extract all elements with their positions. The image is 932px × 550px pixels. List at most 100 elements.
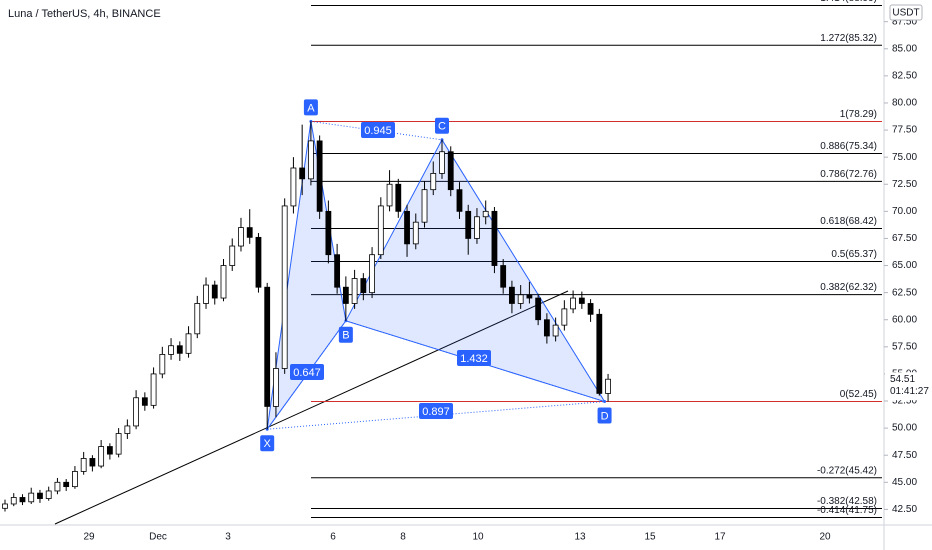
countdown-label: 01:41:27	[890, 386, 929, 397]
candle-body	[141, 397, 148, 406]
unit-box	[889, 4, 923, 21]
x-tick-label: 13	[574, 532, 586, 543]
last-price-label: 54.51	[890, 374, 915, 385]
x-tick-label: 6	[330, 532, 336, 543]
fib-label: 0.5(65.37)	[831, 249, 877, 260]
candle-body	[238, 227, 244, 247]
unit-label: USDT	[892, 8, 919, 19]
candle-body	[10, 497, 17, 505]
fib-label: -0.414(41.75)	[817, 505, 877, 516]
x-tick-label: 3	[225, 532, 231, 543]
candle-body	[2, 503, 8, 509]
y-tick-label: 77.50	[892, 125, 917, 136]
candle-body	[133, 397, 140, 427]
y-tick-label: 45.00	[892, 477, 917, 488]
fib-label: 0(52.45)	[840, 389, 877, 400]
ratio-label: 0.945	[364, 125, 392, 137]
candle-body	[517, 294, 524, 304]
y-tick-label: 80.00	[892, 98, 917, 109]
candle-body	[342, 286, 349, 304]
candle-body	[474, 216, 480, 239]
y-tick-label: 47.50	[892, 450, 917, 461]
ratio-label: 0.897	[422, 406, 450, 418]
ratio-box	[457, 350, 491, 366]
candle-body	[334, 254, 341, 288]
candle-body	[203, 284, 209, 304]
fib-label: 0.382(62.32)	[820, 282, 877, 293]
candle-body	[369, 254, 375, 294]
candle-body	[578, 297, 585, 304]
candle-body	[150, 373, 157, 406]
candle-body	[543, 319, 550, 337]
candle-body	[273, 368, 279, 407]
candle-body	[552, 324, 559, 337]
candle-body	[509, 286, 515, 304]
candle-body	[307, 140, 314, 180]
candle-body	[264, 286, 271, 407]
fib-label: 1.272(85.32)	[820, 33, 877, 44]
candle-body	[185, 333, 192, 354]
pattern-point-box	[338, 326, 353, 343]
candle-body	[28, 492, 35, 503]
candle-body	[168, 345, 174, 355]
price-axis: 42.5045.0047.5050.0052.5055.0057.5060.00…	[884, 16, 932, 515]
candle-body	[561, 308, 568, 326]
ratio-box	[419, 403, 453, 419]
fib-label: 0.786(72.76)	[820, 169, 877, 180]
y-tick-label: 65.00	[892, 260, 917, 271]
pattern-point-label: X	[264, 438, 272, 450]
candle-body	[220, 265, 227, 299]
candle-body	[482, 210, 489, 218]
x-tick-label: 8	[400, 532, 406, 543]
candle-body	[465, 210, 472, 239]
candle-body	[229, 245, 236, 266]
candles	[2, 121, 611, 512]
y-tick-label: 75.00	[892, 152, 917, 163]
y-tick-label: 60.00	[892, 314, 917, 325]
fib-label: 1.414(88.99)	[820, 0, 877, 4]
y-tick-label: 70.00	[892, 206, 917, 217]
ratio-label: 1.432	[460, 353, 488, 365]
candle-body	[377, 205, 384, 256]
candle-body	[299, 167, 306, 180]
fib-label: 0.618(68.42)	[820, 216, 877, 227]
candle-body	[54, 481, 61, 492]
candle-body	[351, 278, 358, 304]
x-tick-label: 17	[714, 532, 726, 543]
candle-body	[570, 297, 576, 310]
x-tick-label: 15	[644, 532, 656, 543]
y-tick-label: 82.50	[892, 71, 917, 82]
candle-body	[72, 471, 78, 488]
candle-body	[404, 210, 410, 245]
pattern-dotted	[267, 401, 605, 430]
y-tick-label: 72.50	[892, 179, 917, 190]
y-tick-label: 85.00	[892, 43, 917, 54]
candle-body	[124, 425, 131, 434]
fib-label: -0.272(45.42)	[817, 465, 877, 476]
candle-body	[316, 140, 323, 212]
chart-title: Luna / TetherUS, 4h, BINANCE	[8, 8, 161, 20]
y-tick-label: 52.50	[892, 396, 917, 407]
candle-body	[63, 481, 70, 488]
candle-body	[80, 458, 87, 472]
candle-body	[395, 183, 402, 212]
candle-body	[456, 189, 463, 212]
candle-body	[605, 378, 611, 394]
pattern-point-box	[260, 435, 275, 452]
y-tick-label: 62.50	[892, 287, 917, 298]
pattern-point-box	[597, 407, 612, 424]
y-tick-label: 57.50	[892, 341, 917, 352]
candle-body	[412, 221, 419, 245]
candle-body	[19, 497, 26, 503]
y-tick-label: 67.50	[892, 233, 917, 244]
candle-body	[526, 294, 533, 299]
candle-body	[587, 303, 594, 315]
y-tick-label: 50.00	[892, 423, 917, 434]
fib-label: -0.382(42.58)	[817, 496, 877, 507]
candle-body	[37, 492, 43, 499]
fib-label: 1(78.29)	[840, 109, 877, 120]
x-tick-label: 10	[472, 532, 484, 543]
candle-body	[255, 236, 262, 288]
